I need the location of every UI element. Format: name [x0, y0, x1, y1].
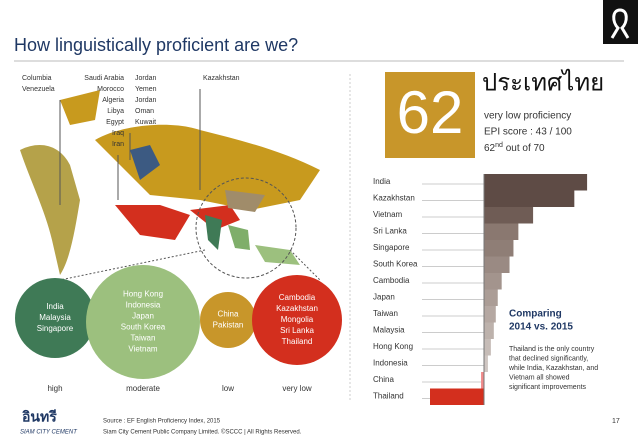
bubble-country: Taiwan	[131, 334, 156, 343]
bar	[484, 256, 510, 273]
logo: อินทรี	[21, 409, 57, 425]
bubble-country: Cambodia	[279, 293, 316, 302]
bubble-level: very low	[282, 384, 312, 393]
proficiency-line: EPI score : 43 / 100	[484, 127, 572, 138]
bubble-country: Thailand	[282, 337, 313, 346]
bar	[484, 174, 588, 191]
map-label: Yemen	[135, 86, 157, 93]
bar	[484, 322, 494, 339]
bubble-country: Sri Lanka	[280, 326, 314, 335]
bubble	[200, 292, 256, 348]
rank-line-rest: out of 70	[503, 143, 545, 154]
category-label: Japan	[373, 293, 395, 302]
map-label: Columbia	[22, 75, 52, 82]
map-label: Kazakhstan	[203, 75, 240, 82]
category-label: China	[373, 375, 394, 384]
comparing-text: Vietnam all showed	[509, 374, 570, 381]
source: Source : EF English Proficiency Index, 2…	[103, 419, 221, 425]
category-label: Kazakhstan	[373, 194, 415, 203]
category-label: Cambodia	[373, 276, 410, 285]
bubble	[15, 278, 95, 358]
category-label: Taiwan	[373, 309, 398, 318]
proficiency-line: very low proficiency	[484, 111, 571, 122]
bar	[481, 372, 484, 389]
map-label: Oman	[135, 108, 154, 115]
comparing-title: 2014 vs. 2015	[509, 322, 573, 333]
bubble-country: Vietnam	[128, 345, 158, 354]
comparing-text: Thailand is the only country	[509, 346, 595, 353]
map-label: Kuwait	[135, 119, 156, 126]
bar	[484, 207, 534, 224]
category-label: Malaysia	[373, 326, 405, 335]
comparing-text: while India, Kazakhstan, and	[508, 365, 598, 372]
map-label: Iraq	[112, 130, 124, 137]
slide-title: How linguistically proficient are we?	[14, 35, 298, 55]
bubble-country: Mongolia	[281, 315, 314, 324]
bar	[484, 339, 491, 356]
rank-box	[385, 72, 475, 158]
comparing-text: significant improvements	[509, 384, 587, 391]
category-label: India	[373, 177, 391, 186]
map-label: Libya	[107, 108, 124, 115]
comparing-title: Comparing	[509, 309, 562, 320]
world-map	[20, 90, 320, 275]
map-label: Egypt	[106, 119, 124, 126]
bubble-country: South Korea	[121, 323, 166, 332]
bar	[484, 190, 575, 207]
rank-line-number: 62	[484, 143, 496, 154]
map-label: Jordan	[135, 75, 157, 82]
map-label: Iran	[112, 141, 124, 148]
bubble-country: India	[46, 302, 64, 311]
bar	[484, 306, 496, 323]
country-name: ประเทศไทย	[482, 68, 604, 96]
zoom-lines	[59, 249, 321, 281]
category-label: Vietnam	[373, 210, 403, 219]
category-label: Sri Lanka	[373, 227, 407, 236]
bubble-country: Singapore	[37, 324, 74, 333]
category-label: Thailand	[373, 392, 404, 401]
bubble-level: moderate	[126, 384, 160, 393]
bubble-country: Pakistan	[213, 321, 244, 330]
map-label: Algeria	[102, 97, 124, 104]
page-number: 17	[612, 418, 620, 425]
bar	[484, 240, 514, 257]
ribbon-box	[603, 0, 638, 44]
bubble	[252, 275, 342, 365]
ribbon-icon	[610, 8, 630, 39]
category-label: Singapore	[373, 243, 410, 252]
category-label: South Korea	[373, 260, 418, 269]
bar	[484, 273, 502, 290]
bar	[484, 355, 488, 372]
copyright: Siam City Cement Public Company Limited.…	[103, 429, 302, 436]
zoom-circle	[195, 177, 297, 279]
bubble-country: Malaysia	[39, 313, 71, 322]
bar	[484, 289, 498, 306]
map-label: Jordan	[135, 97, 157, 104]
map-label: Morocco	[97, 86, 124, 93]
rank-line-suffix: nd	[495, 142, 503, 149]
bubble	[86, 265, 200, 379]
bubble-country: China	[218, 310, 239, 319]
bar	[484, 223, 519, 240]
company: SIAM CITY CEMENT	[20, 430, 78, 436]
category-label: Hong Kong	[373, 342, 413, 351]
rank-line: 62nd out of 70	[484, 142, 545, 154]
bubble-country: Hong Kong	[123, 290, 163, 299]
bubble-level: low	[222, 384, 234, 393]
bubble-country: Indonesia	[126, 301, 161, 310]
bubble-country: Japan	[132, 312, 154, 321]
bar	[430, 388, 484, 405]
comparing-text: that declined significantly,	[509, 355, 588, 362]
bubble-level: high	[47, 384, 62, 393]
map-label: Venezuela	[22, 86, 55, 93]
category-label: Indonesia	[373, 359, 408, 368]
rank-number: 62	[397, 79, 464, 146]
bubble-country: Kazakhstan	[276, 304, 318, 313]
map-label: Saudi Arabia	[84, 75, 124, 82]
